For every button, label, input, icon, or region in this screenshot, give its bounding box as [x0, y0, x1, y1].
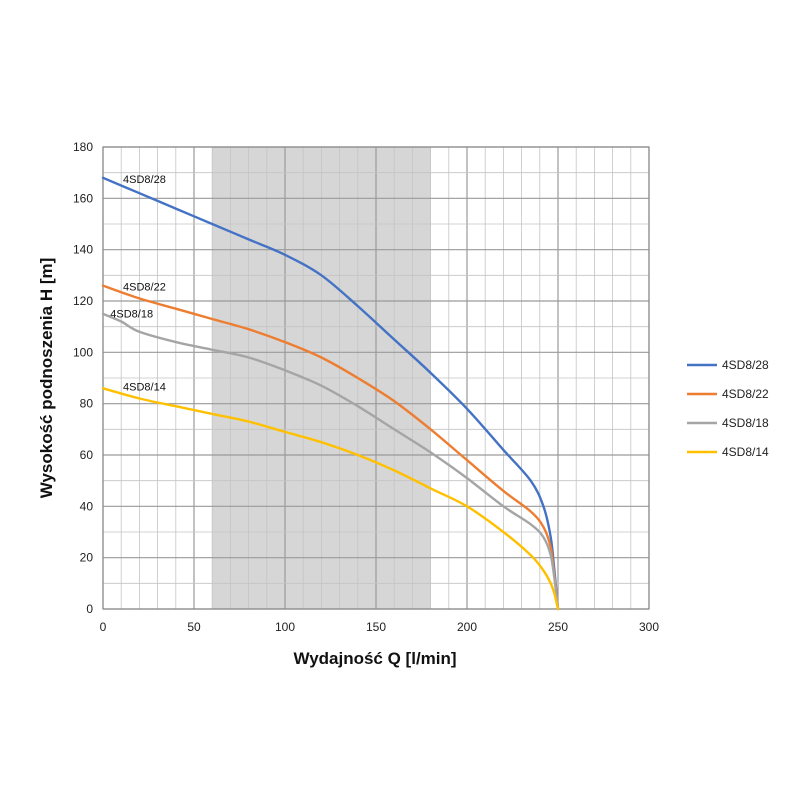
series-line-4sd8-14 — [101, 387, 560, 611]
y-tick-label: 80 — [80, 397, 94, 411]
y-tick-label: 120 — [73, 294, 93, 308]
series-line-4sd8-28 — [101, 176, 560, 611]
y-tick-label: 140 — [73, 243, 93, 257]
plot-border — [102, 146, 650, 610]
x-axis-title: Wydajność Q [l/min] — [293, 649, 456, 668]
legend-label: 4SD8/14 — [722, 445, 769, 459]
curve-label-4sd8-14: 4SD8/14 — [123, 382, 166, 394]
grid — [102, 146, 650, 610]
x-tick-label: 300 — [639, 620, 659, 634]
x-tick-label: 250 — [548, 620, 568, 634]
x-tick-label: 200 — [457, 620, 477, 634]
curve-label-4sd8-22: 4SD8/22 — [123, 281, 166, 293]
curve-labels: 4SD8/28 4SD8/22 4SD8/18 4SD8/14 — [110, 174, 166, 393]
x-tick-label: 150 — [366, 620, 386, 634]
series-line-4sd8-22 — [101, 284, 560, 611]
y-tick-label: 40 — [80, 499, 94, 513]
y-tick-label: 0 — [86, 602, 93, 616]
legend-label: 4SD8/28 — [722, 358, 769, 372]
y-axis-title: Wysokość podnoszenia H [m] — [37, 258, 56, 499]
curve-label-4sd8-28: 4SD8/28 — [123, 174, 166, 186]
legend-label: 4SD8/22 — [722, 387, 769, 401]
x-tick-label: 50 — [187, 620, 201, 634]
y-tick-label: 100 — [73, 345, 93, 359]
y-tick-label: 160 — [73, 191, 93, 205]
x-tick-label: 100 — [275, 620, 295, 634]
series-line-4sd8-18 — [101, 312, 560, 611]
x-tick-label: 0 — [100, 620, 107, 634]
y-tick-label: 20 — [80, 551, 94, 565]
y-tick-label: 60 — [80, 448, 94, 462]
x-axis-ticks: 0 50 100 150 200 250 300 — [100, 620, 660, 634]
y-tick-label: 180 — [73, 140, 93, 154]
legend: 4SD8/28 4SD8/22 4SD8/18 4SD8/14 — [687, 358, 769, 459]
curve-label-4sd8-18: 4SD8/18 — [110, 309, 153, 321]
series-lines — [101, 176, 560, 611]
y-axis-ticks: 0 20 40 60 80 100 120 140 160 180 — [73, 140, 93, 616]
legend-label: 4SD8/18 — [722, 416, 769, 430]
